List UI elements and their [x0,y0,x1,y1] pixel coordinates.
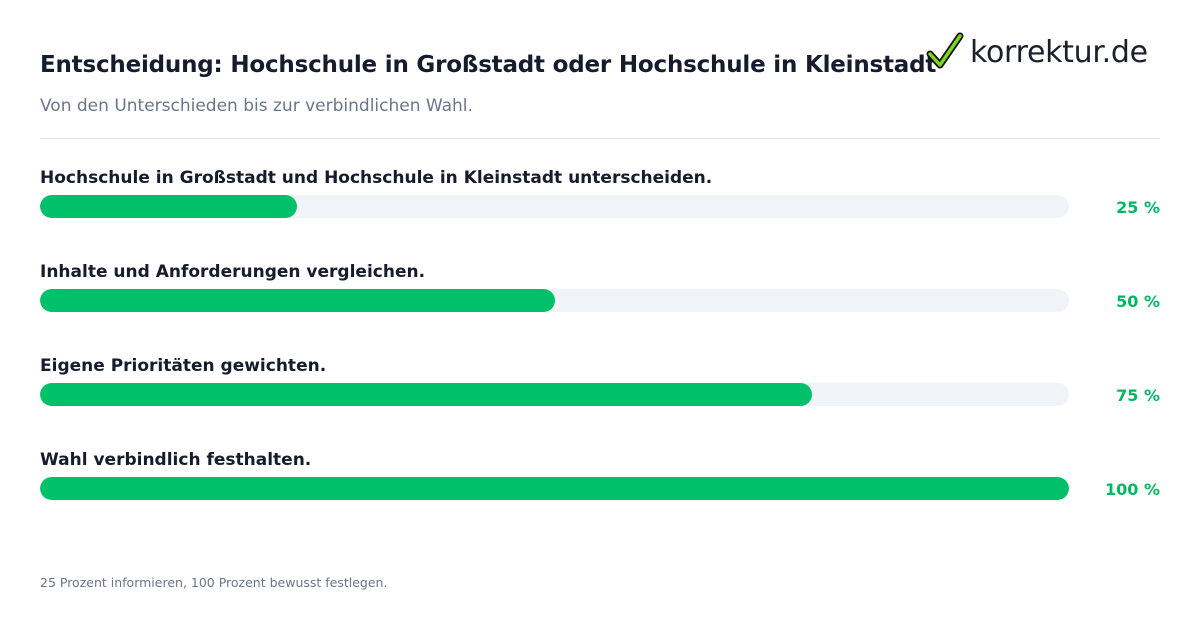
step-percent: 25 % [1116,198,1160,217]
progress-track [40,383,1069,406]
step-percent: 50 % [1116,292,1160,311]
step-label: Wahl verbindlich festhalten. [40,450,312,470]
step-label: Eigene Prioritäten gewichten. [40,356,327,376]
step-3: Eigene Prioritäten gewichten. 75 % [40,356,1160,416]
page-subtitle: Von den Unterschieden bis zur verbindlic… [40,96,473,116]
progress-track [40,195,1069,218]
step-2: Inhalte und Anforderungen vergleichen. 5… [40,262,1160,322]
brand-logo[interactable]: korrektur.de [926,30,1148,74]
footer-note: 25 Prozent informieren, 100 Prozent bewu… [40,575,388,590]
progress-fill [40,289,555,312]
progress-track [40,477,1069,500]
step-percent: 100 % [1105,480,1160,499]
progress-fill [40,477,1069,500]
step-label: Hochschule in Großstadt und Hochschule i… [40,168,713,188]
step-label: Inhalte und Anforderungen vergleichen. [40,262,426,282]
step-percent: 75 % [1116,386,1160,405]
progress-fill [40,383,812,406]
step-4: Wahl verbindlich festhalten. 100 % [40,450,1160,510]
progress-fill [40,195,298,218]
logo-text: korrektur.de [970,34,1148,70]
step-1: Hochschule in Großstadt und Hochschule i… [40,168,1160,228]
progress-track [40,289,1069,312]
header-divider [40,138,1160,139]
checkmark-icon [926,32,964,69]
page-title: Entscheidung: Hochschule in Großstadt od… [40,52,937,78]
